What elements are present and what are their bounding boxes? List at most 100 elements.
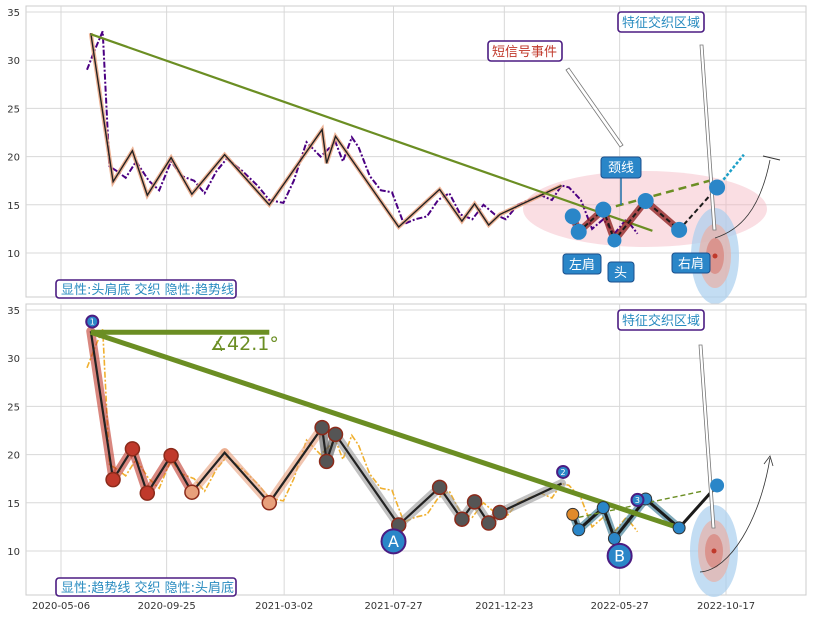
y-tick-label: 20 bbox=[7, 153, 20, 164]
pivot-marker bbox=[105, 471, 121, 488]
neckline-label: 颈线 bbox=[600, 156, 642, 179]
bottom-hs-marker bbox=[572, 523, 586, 537]
pivot-marker bbox=[318, 453, 335, 470]
left-shoulder-frame bbox=[562, 253, 602, 275]
right-shoulder-label: 右肩 bbox=[671, 252, 711, 274]
y-tick-label: 25 bbox=[7, 402, 20, 413]
bottom-hs-marker bbox=[672, 521, 686, 535]
legend-box-top-frame bbox=[55, 279, 237, 299]
marker-2: 2 bbox=[556, 464, 571, 479]
left-shoulder-label: 左肩 bbox=[562, 253, 602, 275]
x-tick-label: 2022-10-17 bbox=[697, 601, 755, 612]
pivot-marker bbox=[261, 495, 278, 511]
x-tick-label: 2020-05-06 bbox=[32, 601, 90, 612]
top-panel: 10 15 20 25 30 35 显性:头肩底 交织 隐性:趋势线 短信号事件 特征交织… bbox=[7, 5, 807, 304]
pivot-marker bbox=[327, 426, 344, 443]
pivot-marker bbox=[492, 504, 508, 521]
marker-b-circle bbox=[606, 542, 633, 569]
right-shoulder-text: 右肩 bbox=[678, 256, 704, 272]
weave-zone-top-frame bbox=[617, 11, 705, 33]
marker-a-circle bbox=[380, 528, 407, 555]
pivot-marker bbox=[466, 494, 483, 510]
pivot-marker bbox=[139, 485, 156, 501]
top-markers bbox=[564, 179, 726, 259]
angle-label: ∡42.1° bbox=[210, 333, 279, 355]
bottom-hs-marker bbox=[607, 531, 621, 545]
marker-3-label: 3 bbox=[635, 496, 640, 505]
bottom-projection-curve bbox=[699, 457, 771, 573]
neckline-label-frame bbox=[600, 156, 642, 179]
y-tick-label: 35 bbox=[7, 8, 20, 19]
bottom-panel: 10 15 20 25 30 35 2020-05-06 2020-09-25 2021-03… bbox=[7, 303, 807, 612]
y-tick-label: 30 bbox=[7, 56, 20, 67]
bottom-hs-marker bbox=[566, 507, 580, 521]
trendline bbox=[90, 33, 653, 232]
legend-box-top: 显性:头肩底 交织 隐性:趋势线 bbox=[55, 279, 237, 299]
neckline-label-text: 颈线 bbox=[608, 161, 634, 176]
hs-point-marker bbox=[709, 179, 726, 196]
bottom-y-tick-labels: 10 15 20 25 30 35 bbox=[7, 306, 20, 558]
marker-3: 3 bbox=[630, 492, 645, 507]
short-signal-frame bbox=[487, 40, 563, 62]
pivot-marker bbox=[184, 484, 200, 500]
marker-b-label: B bbox=[614, 547, 625, 566]
short-signal-callout bbox=[565, 67, 624, 148]
y-tick-label: 10 bbox=[7, 249, 20, 260]
weave-zone-label-bottom: 特征交织区域 bbox=[617, 309, 705, 331]
short-signal-text: 短信号事件 bbox=[492, 45, 557, 60]
y-tick-label: 10 bbox=[7, 547, 20, 558]
bottom-trendline bbox=[90, 329, 680, 531]
bottom-dashed-extension bbox=[578, 490, 703, 518]
top-y-tick-labels: 10 15 20 25 30 35 bbox=[7, 8, 20, 260]
target-point-marker bbox=[712, 253, 718, 259]
weave-zone-label-top: 特征交织区域 bbox=[617, 11, 705, 33]
y-tick-label: 15 bbox=[7, 499, 20, 510]
y-tick-label: 20 bbox=[7, 451, 20, 462]
marker-2-circle bbox=[556, 464, 571, 479]
pivot-marker bbox=[314, 419, 330, 436]
weave-zone-bottom-frame bbox=[617, 309, 705, 331]
marker-2-label: 2 bbox=[561, 468, 566, 477]
bottom-markers: A B 1 2 3 bbox=[85, 314, 725, 569]
x-tick-label: 2021-12-23 bbox=[475, 601, 533, 612]
legend-box-bottom: 显性:趋势线 交织 隐性:头肩底 bbox=[55, 577, 237, 597]
head-label: 头 bbox=[607, 261, 635, 283]
pivot-marker bbox=[163, 447, 179, 464]
head-text: 头 bbox=[614, 266, 627, 281]
y-tick-label: 35 bbox=[7, 306, 20, 317]
x-tick-label: 2021-03-02 bbox=[255, 601, 313, 612]
projection-arrowhead bbox=[762, 155, 781, 161]
pivot-marker bbox=[480, 515, 497, 531]
legend-box-bottom-frame bbox=[55, 577, 237, 597]
marker-a: A bbox=[380, 528, 407, 555]
x-tick-labels: 2020-05-06 2020-09-25 2021-03-02 2021-07-27… bbox=[32, 601, 755, 612]
y-tick-label: 15 bbox=[7, 201, 20, 212]
hs-point-marker bbox=[607, 233, 622, 248]
hs-point-marker bbox=[570, 223, 587, 240]
right-shoulder-frame bbox=[671, 252, 711, 274]
price-line bbox=[86, 30, 639, 236]
bottom-hs-marker bbox=[596, 501, 610, 515]
short-signal-label: 短信号事件 bbox=[487, 40, 563, 62]
x-tick-label: 2021-07-27 bbox=[364, 601, 422, 612]
marker-1: 1 bbox=[85, 314, 100, 329]
marker-3-circle bbox=[630, 492, 645, 507]
x-tick-label: 2022-05-27 bbox=[591, 601, 649, 612]
legend-box-bottom-text: 显性:趋势线 交织 隐性:头肩底 bbox=[61, 580, 234, 596]
bottom-target-point-marker bbox=[711, 548, 717, 554]
hs-point-marker bbox=[671, 221, 688, 238]
legend-box-top-text: 显性:头肩底 交织 隐性:趋势线 bbox=[61, 282, 234, 298]
pivot-marker bbox=[124, 441, 141, 457]
pattern-line bbox=[90, 33, 562, 229]
marker-1-label: 1 bbox=[90, 317, 95, 326]
bottom-projection-arrowhead bbox=[763, 455, 774, 467]
pivot-marker bbox=[454, 511, 470, 527]
bottom-hs-end-marker bbox=[710, 478, 725, 493]
projection-curve bbox=[714, 159, 771, 239]
pivot-marker bbox=[431, 479, 448, 496]
left-shoulder-text: 左肩 bbox=[569, 257, 595, 273]
hs-point-marker bbox=[637, 192, 654, 209]
marker-a-label: A bbox=[388, 532, 399, 551]
marker-1-circle bbox=[85, 314, 100, 329]
hs-point-marker bbox=[595, 201, 612, 218]
